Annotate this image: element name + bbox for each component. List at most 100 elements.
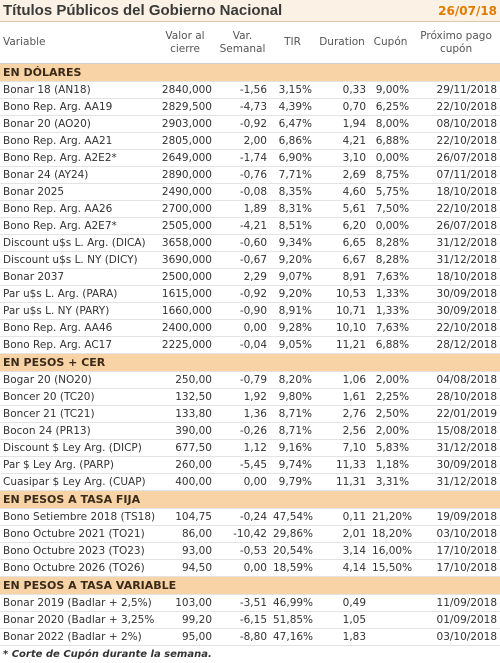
cell: 03/10/2018: [412, 525, 500, 543]
section-title: EN PESOS A TASA FIJA: [0, 490, 500, 509]
data-row: Bono Rep. Arg. AA46 2400,000 0,00 9,28% 10,1…: [0, 319, 500, 337]
cell: 47,54%: [270, 508, 315, 526]
cell: -0,67: [215, 251, 270, 269]
cell: Cuasipar $ Ley Arg. (CUAP): [0, 473, 155, 491]
cell: 5,61: [315, 200, 370, 218]
cell: 11,31: [315, 473, 370, 491]
cell: 20,54%: [270, 542, 315, 560]
data-row: Bonar 20 (AO20) 2903,000 -0,92 6,47% 1,94 8,0…: [0, 115, 500, 133]
cell: 0,11: [315, 508, 370, 526]
cell: 2,29: [215, 268, 270, 286]
cell: 8,28%: [369, 251, 413, 269]
cell: 4,21: [315, 132, 370, 150]
section-row: EN PESOS A TASA VARIABLE: [0, 576, 500, 595]
cell: 2,00: [215, 132, 270, 150]
cell: -0,92: [215, 285, 270, 303]
cell: 2903,000: [155, 115, 215, 133]
cell: -0,08: [215, 183, 270, 201]
data-row: Boncer 21 (TC21) 133,80 1,36 8,71% 2,76 2,50%…: [0, 405, 500, 423]
cell: 2400,000: [155, 319, 215, 337]
cell: Discount u$s L. Arg. (DICA): [0, 234, 155, 252]
cell: 2890,000: [155, 166, 215, 184]
cell: 6,86%: [270, 132, 315, 150]
cell: 2505,000: [155, 217, 215, 235]
cell: 6,25%: [369, 98, 413, 116]
data-row: Bono Rep. Arg. AA19 2829,500 -4,73 4,39% 0,7…: [0, 98, 500, 116]
cell: 7,50%: [369, 200, 413, 218]
cell: 22/10/2018: [412, 132, 500, 150]
cell: 7,71%: [270, 166, 315, 184]
cell: 9,05%: [270, 336, 315, 354]
cell: 7,63%: [369, 268, 413, 286]
data-row: Bonar 2020 (Badlar + 3,25%) 99,20 -6,15 51,…: [0, 611, 500, 629]
cell: 3,10: [315, 149, 370, 167]
cell: Par u$s L. Arg. (PARA): [0, 285, 155, 303]
date: 26/07/18: [369, 0, 500, 22]
cell: Boncer 21 (TC21): [0, 405, 155, 423]
cell: 2,01: [315, 525, 370, 543]
cell: 0,00: [215, 473, 270, 491]
footnote-row: * Corte de Cupón durante la semana.: [0, 646, 500, 663]
cell: 9,00%: [369, 81, 413, 99]
data-row: Bonar 2037 2500,000 2,29 9,07% 8,91 7,63% 18/1…: [0, 268, 500, 286]
cell: 04/08/2018: [412, 371, 500, 389]
cell: 15/08/2018: [412, 422, 500, 440]
cell: 1,83: [315, 628, 370, 646]
cell: 3690,000: [155, 251, 215, 269]
cell: Bono Rep. Arg. AC17: [0, 336, 155, 354]
cell: 11/09/2018: [412, 594, 500, 612]
cell: Bono Setiembre 2018 (TS18): [0, 508, 155, 526]
column-header: TIR: [270, 21, 315, 64]
cell: 0,00%: [369, 217, 413, 235]
cell: 16,00%: [369, 542, 413, 560]
cell: 1,06: [315, 371, 370, 389]
cell: 26/07/2018: [412, 217, 500, 235]
cell: Discount $ Ley Arg. (DICP): [0, 439, 155, 457]
cell: 9,34%: [270, 234, 315, 252]
cell: 8,71%: [270, 405, 315, 423]
cell: 8,75%: [369, 166, 413, 184]
section-row: EN PESOS A TASA FIJA: [0, 490, 500, 509]
cell: 4,60: [315, 183, 370, 201]
cell: 1,12: [215, 439, 270, 457]
cell: Bocon 24 (PR13): [0, 422, 155, 440]
data-row: Par u$s L. NY (PARY) 1660,000 -0,90 8,91% 10…: [0, 302, 500, 320]
cell: 1,33%: [369, 285, 413, 303]
cell: Par u$s L. NY (PARY): [0, 302, 155, 320]
cell: 7,10: [315, 439, 370, 457]
cell: 9,74%: [270, 456, 315, 474]
cell: 18,59%: [270, 559, 315, 577]
cell: 6,88%: [369, 132, 413, 150]
cell: 1,92: [215, 388, 270, 406]
cell: 2,56: [315, 422, 370, 440]
data-row: Bono Rep. Arg. AA26 2700,000 1,89 8,31% 5,61…: [0, 200, 500, 218]
cell: Bonar 2025: [0, 183, 155, 201]
cell: 8,71%: [270, 422, 315, 440]
cell: 2,25%: [369, 388, 413, 406]
cell: 29/11/2018: [412, 81, 500, 99]
data-row: Bono Octubre 2026 (TO26) 94,50 0,00 18,59% 4…: [0, 559, 500, 577]
cell: 8,91: [315, 268, 370, 286]
cell: 6,67: [315, 251, 370, 269]
cell: 22/10/2018: [412, 98, 500, 116]
cell: 28/10/2018: [412, 388, 500, 406]
cell: 6,20: [315, 217, 370, 235]
cell: 10,10: [315, 319, 370, 337]
cell: 104,75: [155, 508, 215, 526]
data-row: Bonar 24 (AY24) 2890,000 -0,76 7,71% 2,69 8,7…: [0, 166, 500, 184]
title-row: Títulos Públicos del Gobierno Nacional 2…: [0, 0, 500, 22]
cell: 47,16%: [270, 628, 315, 646]
cell: 8,91%: [270, 302, 315, 320]
cell: 07/11/2018: [412, 166, 500, 184]
cell: 0,00: [215, 319, 270, 337]
cell: 22/01/2019: [412, 405, 500, 423]
cell: 9,28%: [270, 319, 315, 337]
cell: 26/07/2018: [412, 149, 500, 167]
cell: 0,00: [215, 559, 270, 577]
cell: 2700,000: [155, 200, 215, 218]
cell: 4,39%: [270, 98, 315, 116]
data-row: Bono Rep. Arg. AC17 2225,000 -0,04 9,05% 11,…: [0, 336, 500, 354]
cell: 7,63%: [369, 319, 413, 337]
cell: -1,56: [215, 81, 270, 99]
cell: -0,90: [215, 302, 270, 320]
